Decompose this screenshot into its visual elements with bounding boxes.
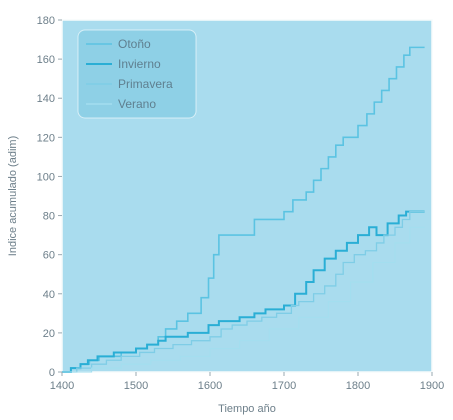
y-tick-label: 80 (43, 211, 55, 223)
y-tick-label: 140 (37, 93, 55, 105)
y-tick-label: 20 (43, 328, 55, 340)
x-tick-label: 1600 (198, 380, 222, 392)
y-tick-label: 40 (43, 289, 55, 301)
x-axis-title: Tiempo año (218, 403, 276, 415)
legend-label-1: Otoño (118, 37, 151, 51)
y-tick-label: 180 (37, 15, 55, 27)
legend-label-4: Verano (118, 97, 156, 111)
x-tick-label: 1900 (420, 380, 444, 392)
y-axis-title: Indice acumulado (adim) (7, 136, 19, 256)
y-tick-label: 160 (37, 54, 55, 66)
x-tick-label: 1400 (50, 380, 74, 392)
y-tick-label: 60 (43, 250, 55, 262)
legend-label-3: Primavera (118, 77, 173, 91)
x-tick-label: 1700 (272, 380, 296, 392)
series-line-3 (62, 210, 425, 373)
x-tick-label: 1800 (346, 380, 370, 392)
series-line-4 (62, 226, 425, 373)
y-tick-label: 0 (49, 367, 55, 379)
series-line-2 (62, 210, 425, 373)
y-tick-label: 100 (37, 171, 55, 183)
legend-label-2: Invierno (118, 57, 161, 71)
y-tick-label: 120 (37, 132, 55, 144)
x-tick-label: 1500 (124, 380, 148, 392)
legend-box (77, 29, 197, 119)
